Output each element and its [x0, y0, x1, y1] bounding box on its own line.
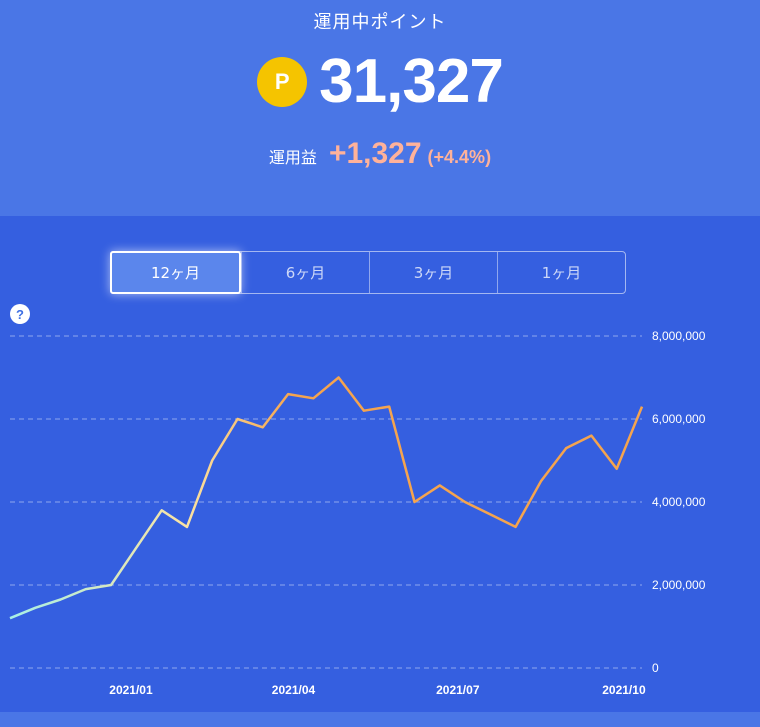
y-tick-label: 4,000,000	[652, 495, 706, 509]
tab-12-months[interactable]: 12ヶ月	[110, 251, 241, 294]
tab-3-months[interactable]: 3ヶ月	[369, 252, 497, 293]
page-title: 運用中ポイント	[313, 12, 447, 33]
x-tick-label: 2021/07	[436, 683, 480, 697]
profit-percent: (+4.4%)	[427, 147, 492, 167]
points-row: P 31,327	[0, 46, 760, 117]
chart-panel	[0, 216, 760, 712]
bottom-strip	[0, 712, 760, 727]
x-tick-label: 2021/04	[272, 683, 316, 697]
header-panel	[0, 0, 760, 216]
y-tick-label: 6,000,000	[652, 412, 706, 426]
tab-1-month[interactable]: 1ヶ月	[497, 252, 625, 293]
help-icon[interactable]: ?	[10, 304, 30, 324]
profit-row: 運用益 +1,327 (+4.4%)	[0, 137, 760, 171]
series-line	[9, 376, 644, 620]
x-tick-label: 2021/01	[109, 683, 153, 697]
points-value: 31,327	[319, 47, 504, 116]
y-tick-label: 2,000,000	[652, 578, 706, 592]
point-coin-icon: P	[257, 56, 308, 107]
tab-6-months[interactable]: 6ヶ月	[241, 252, 369, 293]
profit-value: +1,327	[328, 137, 422, 170]
y-tick-label: 8,000,000	[652, 329, 706, 343]
x-tick-label: 2021/10	[602, 683, 646, 697]
period-tabs: 12ヶ月 6ヶ月 3ヶ月 1ヶ月	[110, 251, 626, 294]
profit-label: 運用益	[268, 148, 317, 167]
y-tick-label: 0	[652, 661, 659, 675]
performance-chart: 0 2,000,000 4,000,000 6,000,000 8,000,000 20…	[9, 329, 706, 697]
